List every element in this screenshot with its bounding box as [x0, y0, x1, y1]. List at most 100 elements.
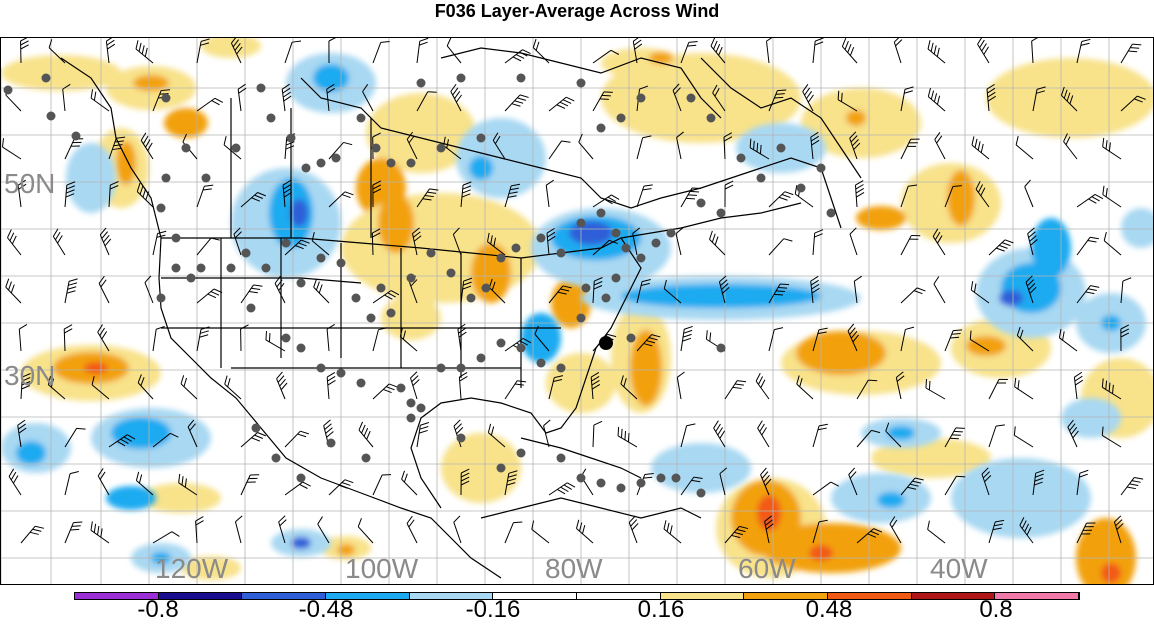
wind-barb [754, 373, 776, 399]
wind-barb [628, 516, 645, 543]
station-marker [612, 274, 621, 283]
longitude-label-60w: 60W [738, 553, 796, 585]
wind-barb [855, 181, 865, 207]
station-marker [172, 264, 181, 273]
wind-barb [327, 372, 337, 399]
station-marker [617, 114, 626, 123]
station-marker [537, 234, 546, 243]
station-marker [352, 294, 361, 303]
wind-barb [813, 422, 828, 449]
wind-barb [1077, 234, 1099, 260]
station-marker [317, 254, 326, 263]
station-marker [407, 274, 416, 283]
wind-barb [1011, 378, 1037, 399]
wind-barb [1099, 138, 1125, 159]
wind-barb [989, 376, 1008, 403]
station-marker [612, 229, 621, 238]
station-marker [327, 439, 336, 448]
station-marker [337, 369, 346, 378]
wind-barb [681, 325, 693, 352]
wind-barb [615, 427, 641, 447]
station-marker [637, 94, 646, 103]
wind-barb [65, 519, 82, 546]
wind-barb [677, 372, 689, 399]
wind-barb [725, 377, 746, 403]
wind-barb [399, 471, 423, 495]
station-marker [272, 454, 281, 463]
station-marker [182, 144, 191, 153]
station-marker [332, 154, 341, 163]
station-marker [387, 159, 396, 168]
wind-barb [813, 229, 823, 256]
station-marker [232, 144, 241, 153]
station-marker [187, 274, 196, 283]
station-marker [497, 339, 506, 348]
station-marker [262, 264, 271, 273]
station-marker [407, 414, 416, 423]
station-marker [42, 74, 51, 83]
station-marker [757, 174, 766, 183]
station-marker [717, 344, 726, 353]
wind-barb [234, 516, 248, 543]
wind-barb [766, 38, 777, 63]
station-marker [652, 239, 661, 248]
station-marker [337, 259, 346, 268]
station-marker [602, 294, 611, 303]
wind-barb [1031, 38, 1041, 63]
station-marker [577, 474, 586, 483]
wind-barb [1100, 186, 1126, 207]
wind-barb [1121, 474, 1143, 500]
station-marker [357, 114, 366, 123]
wind-barb [725, 181, 733, 207]
station-marker [577, 219, 586, 228]
station-marker [477, 354, 486, 363]
station-marker [282, 239, 291, 248]
wind-barb [922, 379, 949, 399]
wind-barb [65, 470, 79, 497]
station-marker [162, 174, 171, 183]
wind-barb [222, 376, 247, 399]
station-marker [577, 314, 586, 323]
wind-barb [549, 138, 570, 164]
highlight-station-marker [599, 336, 613, 350]
station-marker [672, 474, 681, 483]
wind-barb [893, 38, 909, 63]
station-marker [157, 204, 166, 213]
station-marker [252, 424, 261, 433]
station-marker [557, 454, 566, 463]
station-marker [827, 209, 836, 218]
wind-barb [197, 286, 222, 309]
station-marker [697, 199, 706, 208]
wind-barb [153, 325, 165, 352]
station-marker [242, 249, 251, 258]
wind-barb [543, 420, 557, 447]
wind-barb [975, 38, 995, 63]
latitude-label-50n: 50N [4, 168, 55, 200]
station-marker [197, 264, 206, 273]
station-marker [447, 269, 456, 278]
station-marker [597, 209, 606, 218]
wind-barb [1011, 426, 1037, 447]
wind-barb [19, 324, 29, 351]
station-marker [227, 264, 236, 273]
wind-barb [505, 92, 529, 116]
wind-barb [505, 519, 522, 546]
station-marker [417, 79, 426, 88]
wind-barb [285, 480, 311, 502]
wind-barb [273, 276, 292, 303]
wind-barb [373, 471, 391, 498]
station-marker [617, 484, 626, 493]
wind-barb [97, 276, 116, 303]
station-marker [457, 74, 466, 83]
wind-barb [549, 95, 574, 118]
station-marker [457, 434, 466, 443]
wind-barb [637, 134, 651, 161]
wind-barb [285, 428, 309, 452]
wind-barb [769, 326, 783, 353]
colorbar-label: 0.16 [638, 596, 685, 624]
station-marker [707, 114, 716, 123]
station-marker [357, 379, 366, 388]
colorbar-label: 0.8 [979, 596, 1012, 624]
station-marker [157, 294, 166, 303]
colorbar-label: -0.8 [137, 596, 178, 624]
